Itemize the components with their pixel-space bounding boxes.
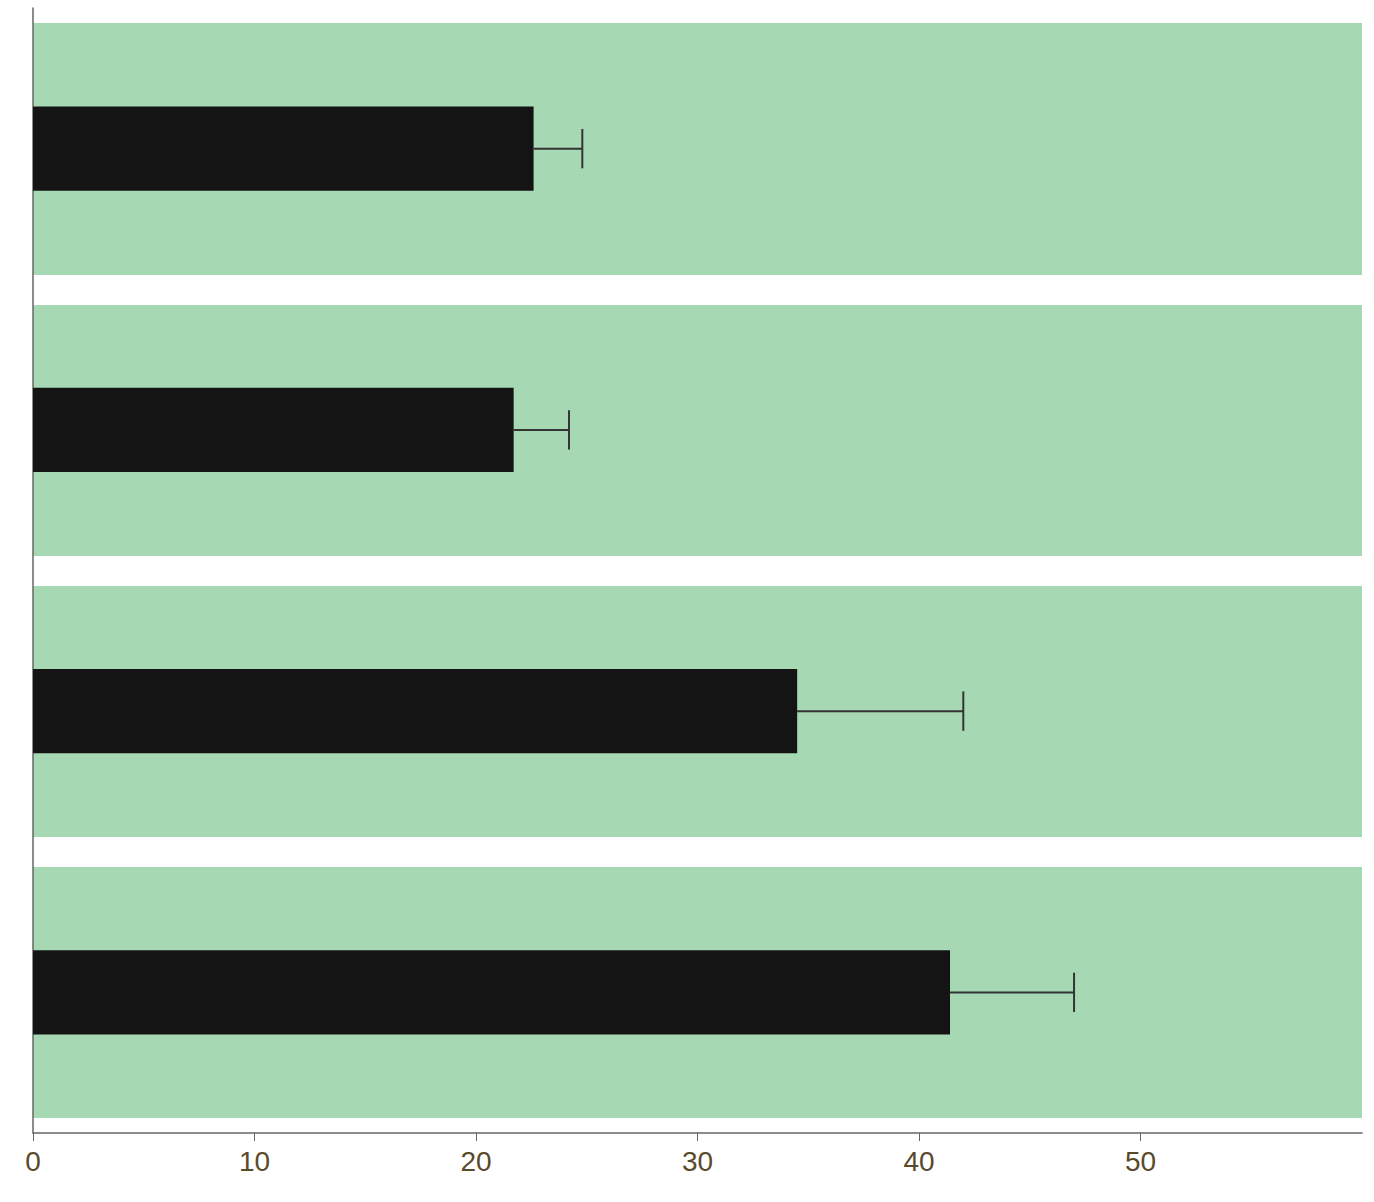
svg-text:30: 30 xyxy=(682,1146,713,1177)
svg-text:0: 0 xyxy=(25,1146,41,1177)
svg-text:20: 20 xyxy=(460,1146,491,1177)
svg-text:10: 10 xyxy=(239,1146,270,1177)
svg-text:50: 50 xyxy=(1125,1146,1156,1177)
svg-text:40: 40 xyxy=(903,1146,934,1177)
